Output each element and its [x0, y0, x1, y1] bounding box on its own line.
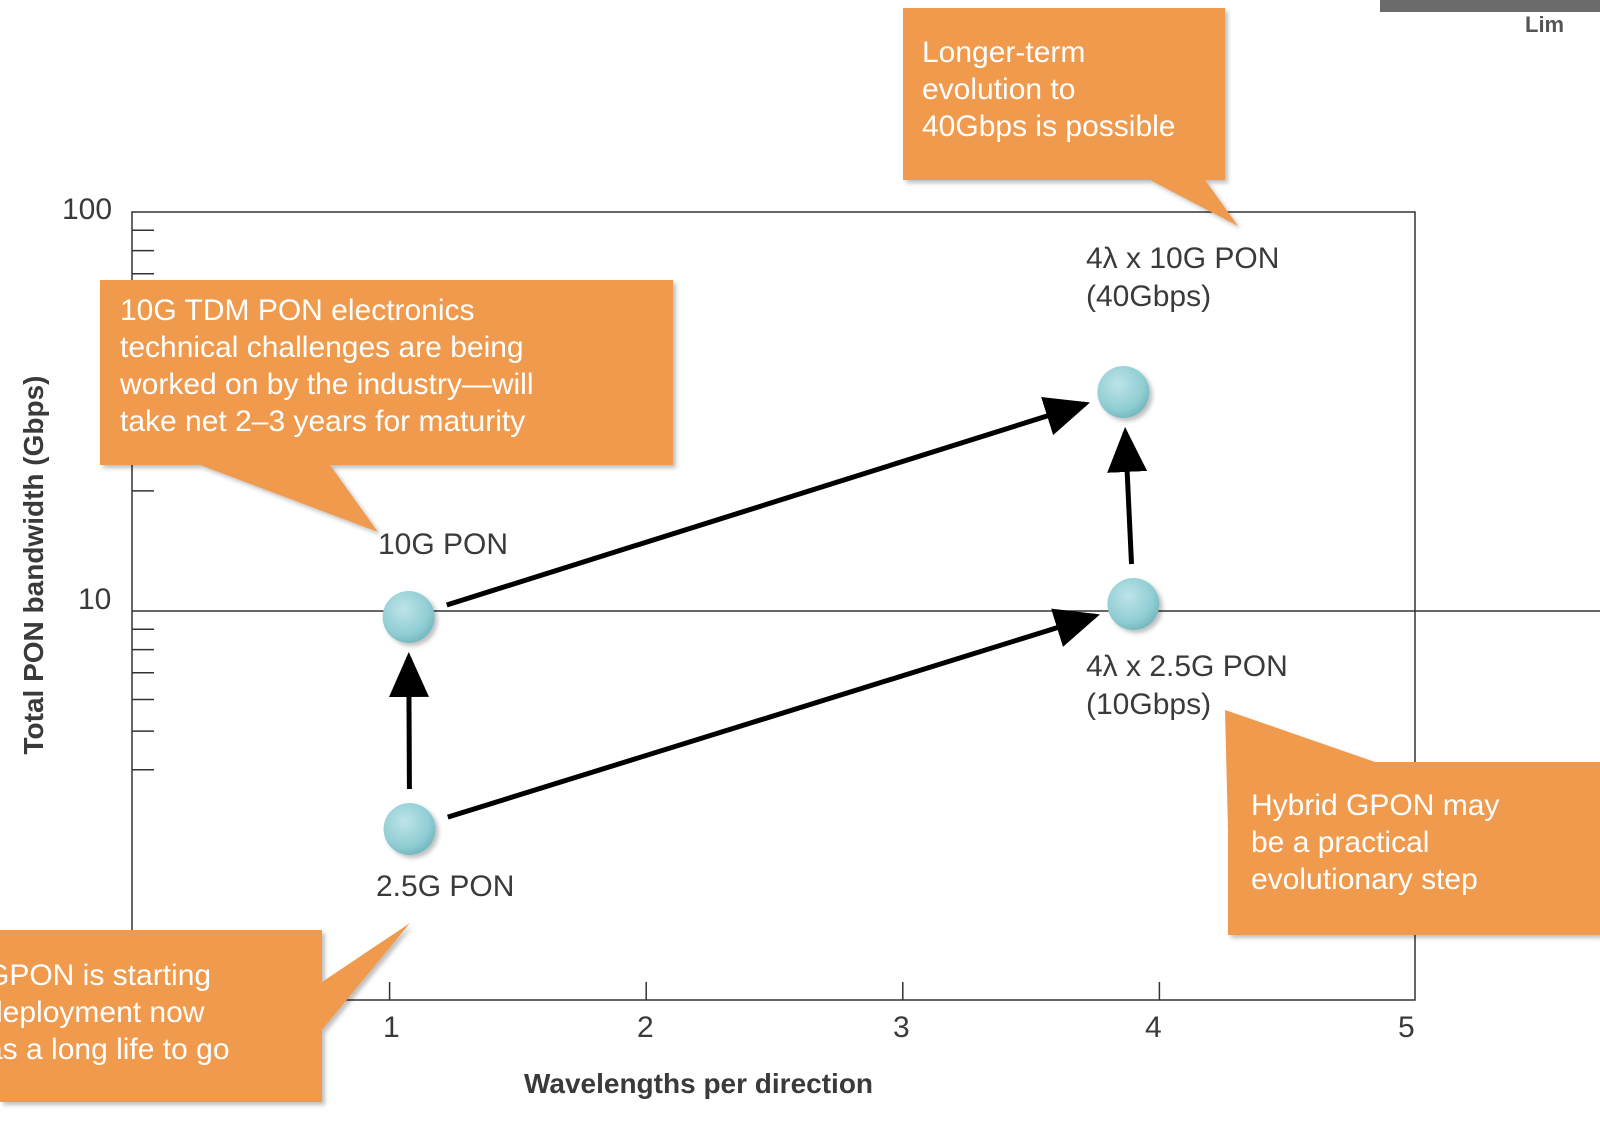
callout-top-text: Longer-term evolution to 40Gbps is possi…: [922, 36, 1176, 143]
x-tick-2: 2: [637, 1011, 654, 1044]
y-tick-100: 100: [62, 193, 113, 226]
logo-mark: [1380, 0, 1600, 12]
callout-shapes: [0, 8, 1600, 1102]
callout-10g-text: 10G TDM PON electronics technical challe…: [120, 294, 534, 438]
data-point-p4x10: [1097, 366, 1150, 418]
callout-hybrid-shape: [1225, 710, 1600, 935]
callout-gpon-shape: [0, 923, 410, 1102]
arrow-p10-to-p4x10: [446, 396, 1091, 608]
y-axis-title: Total PON bandwidth (Gbps): [18, 375, 49, 755]
data-points: [382, 366, 1160, 855]
logo-text: Lim: [1525, 12, 1565, 37]
point-label-2-5g: 2.5G PON: [376, 870, 515, 903]
x-tick-1: 1: [383, 1011, 400, 1044]
arrow-p25-to-p4x25: [447, 608, 1100, 820]
arrow-p25-to-p10: [388, 651, 429, 790]
arrow-p4x25-to-p4x10: [1107, 426, 1148, 565]
callout-top-shape: [903, 8, 1238, 226]
data-point-p10: [382, 591, 435, 643]
x-tick-4: 4: [1145, 1011, 1162, 1044]
point-label-10g: 10G PON: [378, 528, 509, 561]
data-point-p4x25: [1107, 578, 1160, 630]
plot-frame: [131, 211, 1416, 1001]
arrows: [388, 396, 1148, 820]
x-ticks: [388, 982, 1161, 1000]
callout-hybrid-text: Hybrid GPON may be a practical evolution…: [1251, 789, 1500, 896]
x-tick-5: 5: [1398, 1011, 1415, 1044]
y-tick-10: 10: [78, 583, 112, 616]
callout-10g-shape: [100, 280, 673, 532]
x-tick-3: 3: [893, 1011, 910, 1044]
data-point-p25: [383, 803, 436, 855]
x-axis-title: Wavelengths per direction: [524, 1068, 874, 1099]
point-label-4x10g: 4λ x 10G PON (40Gbps): [1086, 242, 1280, 313]
point-label-4x2-5g: 4λ x 2.5G PON (10Gbps): [1086, 650, 1288, 721]
callout-gpon-text: GPON is starting deployment now as a lon…: [0, 959, 230, 1066]
